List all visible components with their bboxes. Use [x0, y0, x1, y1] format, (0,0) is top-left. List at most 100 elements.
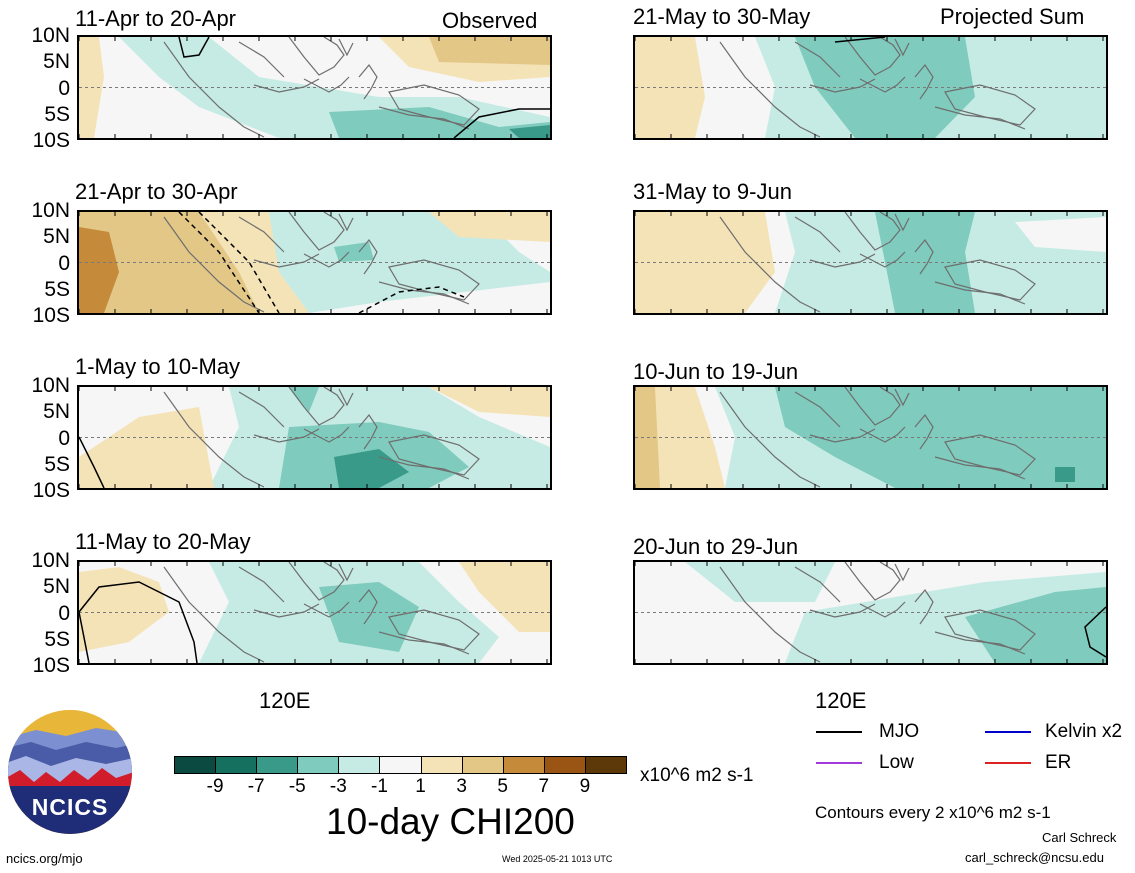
coastline [844, 37, 901, 76]
coastline [388, 84, 480, 126]
anomaly-shading-neg3 [289, 387, 319, 412]
coastline [894, 388, 910, 407]
coastline [238, 41, 285, 78]
coastline [163, 216, 265, 313]
low-line-swatch [816, 762, 862, 764]
coastline [859, 251, 906, 268]
colorbar-swatch [338, 756, 381, 774]
anomaly-shading-pos5 [79, 227, 119, 313]
colorbar-swatch [174, 756, 217, 774]
coastline [944, 259, 1036, 301]
coastline [288, 212, 345, 251]
lat-label: 0 [58, 77, 70, 100]
panel-title: 21-May to 30-May [633, 4, 811, 29]
lat-label: 5S [44, 103, 70, 126]
anomaly-shading-pos1 [635, 37, 705, 138]
anomaly-shading-neg5 [1055, 467, 1075, 482]
coastline [844, 387, 901, 426]
lat-label: 10S [32, 129, 70, 152]
lat-label: 10N [31, 199, 70, 222]
coastline [388, 259, 480, 301]
anomaly-shading-zero [1015, 217, 1106, 252]
coastline [358, 413, 378, 450]
colorbar-swatch [420, 756, 463, 774]
coastline [303, 426, 350, 443]
panel-title: 11-Apr to 20-Apr [75, 6, 237, 31]
panel-title: 20-Jun to 29-Jun [633, 534, 799, 559]
anomaly-shading-neg3 [329, 107, 550, 138]
coastline [719, 566, 821, 663]
map-panel-projected-4 [633, 560, 1108, 665]
column-header-observed: Observed [442, 8, 538, 33]
coastline [288, 562, 345, 601]
lat-label: 0 [58, 427, 70, 450]
lat-label: 5S [44, 628, 70, 651]
coastline [934, 456, 1026, 480]
map-panel-observed-1 [77, 35, 552, 140]
anomaly-shading-pos1 [429, 212, 550, 242]
coastline [894, 563, 910, 582]
lon-label: 120E [815, 688, 867, 713]
coastline [859, 76, 906, 93]
colorbar-tick-label: 1 [415, 776, 426, 797]
coastline [914, 413, 934, 450]
coastline [914, 63, 934, 100]
colorbar-swatch [379, 756, 422, 774]
footer-email: carl_schreck@ncsu.edu [965, 850, 1104, 865]
colorbar-swatch [215, 756, 258, 774]
coastline [894, 213, 910, 232]
coastline [238, 566, 285, 603]
lat-label: 5S [44, 453, 70, 476]
coastline [794, 216, 841, 253]
coastline [288, 37, 345, 76]
map-panel-projected-3 [633, 385, 1108, 490]
ncics-logo: NCICS [6, 708, 134, 836]
coastline [163, 41, 265, 138]
lat-label: 10S [32, 479, 70, 502]
coastline [303, 601, 350, 618]
panel-title: 21-Apr to 30-Apr [75, 179, 238, 204]
colorbar-tick-label: 9 [579, 776, 591, 797]
coastline [944, 84, 1036, 126]
coastline [338, 388, 354, 407]
mjo-contour [79, 581, 198, 663]
legend-mjo: MJO [879, 721, 920, 742]
anomaly-shading-neg5 [334, 449, 409, 488]
colorbar-swatch [502, 756, 545, 774]
mjo-contour [79, 436, 105, 488]
lat-label: 0 [58, 602, 70, 625]
map-panel-projected-2 [633, 210, 1108, 315]
lat-label: 10S [32, 304, 70, 327]
coastline [934, 631, 1026, 655]
map-panel-observed-4 [77, 560, 552, 665]
legend-kelvin: Kelvin x2 [1045, 721, 1123, 742]
mjo-contour [358, 286, 465, 313]
coastline [934, 281, 1026, 305]
colorbar [174, 756, 627, 774]
lat-label: 10S [32, 654, 70, 677]
legend-low: Low [879, 752, 914, 773]
column-header-projected: Projected Sum [940, 4, 1085, 29]
colorbar-swatch [584, 756, 627, 774]
kelvin-line-swatch [985, 731, 1031, 733]
anomaly-shading-neg5 [509, 125, 550, 138]
colorbar-tick-label: -7 [247, 776, 265, 797]
lat-label: 5N [43, 50, 70, 73]
coastline [719, 41, 821, 138]
anomaly-shading-pos1 [79, 407, 214, 488]
lat-label: 5S [44, 278, 70, 301]
coastline [914, 588, 934, 625]
panel-title: 1-May to 10-May [75, 354, 241, 379]
mjo-contour [198, 212, 280, 313]
colorbar-swatch [543, 756, 586, 774]
panel-title: 10-Jun to 19-Jun [633, 359, 799, 384]
coastline [719, 216, 821, 313]
coastline [794, 566, 841, 603]
logo-text: NCICS [31, 794, 109, 820]
lat-label: 10N [31, 549, 70, 572]
lat-label: 10N [31, 24, 70, 47]
coastline [794, 391, 841, 428]
anomaly-shading-neg1 [685, 562, 835, 602]
coastline [378, 456, 470, 480]
coastline [388, 609, 480, 651]
